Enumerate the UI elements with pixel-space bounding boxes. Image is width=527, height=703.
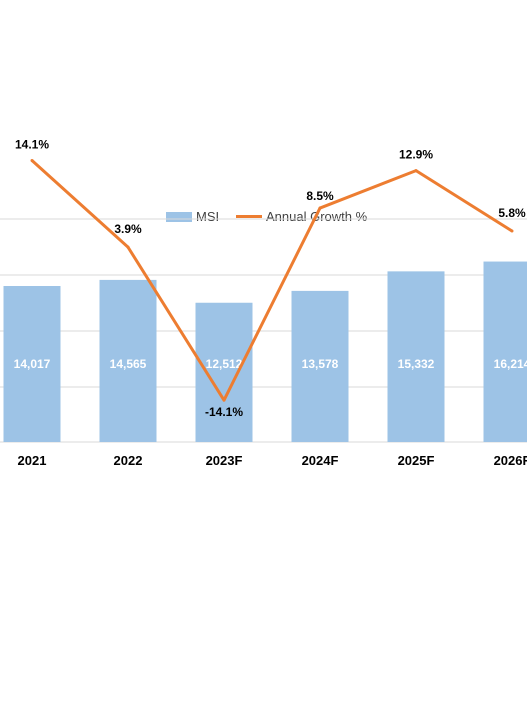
growth-point-2024F — [318, 206, 322, 210]
growth-label-2026F: 5.8% — [498, 206, 526, 220]
legend-swatch-growth — [236, 215, 262, 218]
growth-label-2024F: 8.5% — [306, 189, 334, 203]
bar-2025F — [387, 271, 445, 442]
x-tick-label-2025F: 2025F — [398, 453, 435, 468]
bar-value-label-2024F: 13,578 — [302, 357, 339, 371]
growth-point-2025F — [414, 169, 418, 173]
growth-point-2023F — [222, 398, 226, 402]
growth-point-2026F — [510, 229, 514, 233]
bar-2024F — [291, 290, 349, 442]
x-tick-label-2024F: 2024F — [302, 453, 339, 468]
x-tick-label-2022: 2022 — [114, 453, 143, 468]
bar-value-label-2021: 14,017 — [14, 357, 51, 371]
bar-value-label-2022: 14,565 — [110, 357, 147, 371]
growth-label-2025F: 12.9% — [399, 148, 433, 162]
bar-value-label-2023F: 12,512 — [206, 357, 243, 371]
bar-2021 — [3, 286, 61, 442]
bar-2026F — [483, 261, 527, 442]
growth-point-2022 — [126, 245, 130, 249]
bar-2023F — [195, 302, 253, 442]
growth-label-2023F: -14.1% — [205, 405, 243, 419]
x-tick-label-2026F: 2026F — [494, 453, 527, 468]
bar-2022 — [99, 279, 157, 442]
x-tick-label-2023F: 2023F — [206, 453, 243, 468]
bar-value-label-2025F: 15,332 — [398, 357, 435, 371]
growth-label-2022: 3.9% — [114, 222, 142, 236]
growth-point-2021 — [30, 158, 34, 162]
growth-label-2021: 14.1% — [15, 137, 49, 151]
bar-value-label-2026F: 16,214 — [494, 357, 527, 371]
legend-label-msi: MSI — [196, 209, 220, 224]
legend-item-msi: MSI — [166, 209, 219, 224]
growth-line — [30, 159, 513, 402]
legend-swatch-msi — [166, 211, 192, 222]
x-tick-label-2021: 2021 — [18, 453, 47, 468]
